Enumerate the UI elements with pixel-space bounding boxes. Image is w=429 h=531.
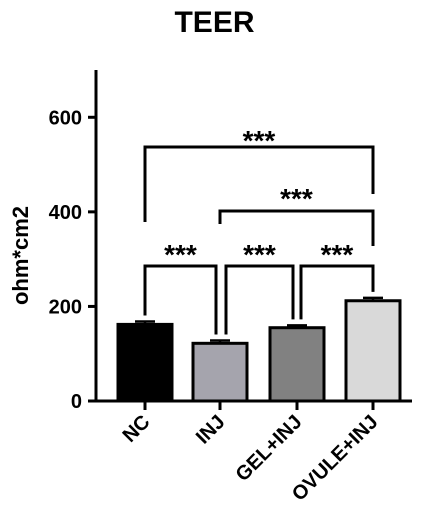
y-tick-label: 400 [49,202,82,224]
x-tick-label: INJ [192,411,230,449]
y-axis-label: ohm*cm2 [8,206,33,305]
bar-ovule-inj [344,299,402,403]
bar-inj [191,341,249,403]
bracket-line [299,264,375,320]
significance-label: *** [321,239,354,270]
significance-bracket: *** [224,239,295,335]
y-tick-label: 600 [49,107,82,129]
x-tick-label: NC [119,411,155,447]
significance-bracket: *** [143,125,375,222]
bracket-line [218,209,375,246]
significance-label: *** [164,239,197,270]
significance-bracket: *** [218,183,375,246]
chart-title: TEER [174,6,255,39]
x-tick-label: GEL+INJ [232,411,307,486]
bar-nc [116,322,174,403]
y-tick-label: 200 [49,296,82,318]
significance-bracket: *** [299,239,375,320]
significance-label: *** [280,183,313,214]
significance-label: *** [243,125,276,156]
significance-bracket: *** [143,239,218,335]
bar-gel-inj [268,326,326,403]
bracket-line [224,264,295,335]
significance-label: *** [243,239,276,270]
bracket-line [143,145,375,222]
bracket-line [143,264,218,335]
y-tick-label: 0 [71,391,82,413]
